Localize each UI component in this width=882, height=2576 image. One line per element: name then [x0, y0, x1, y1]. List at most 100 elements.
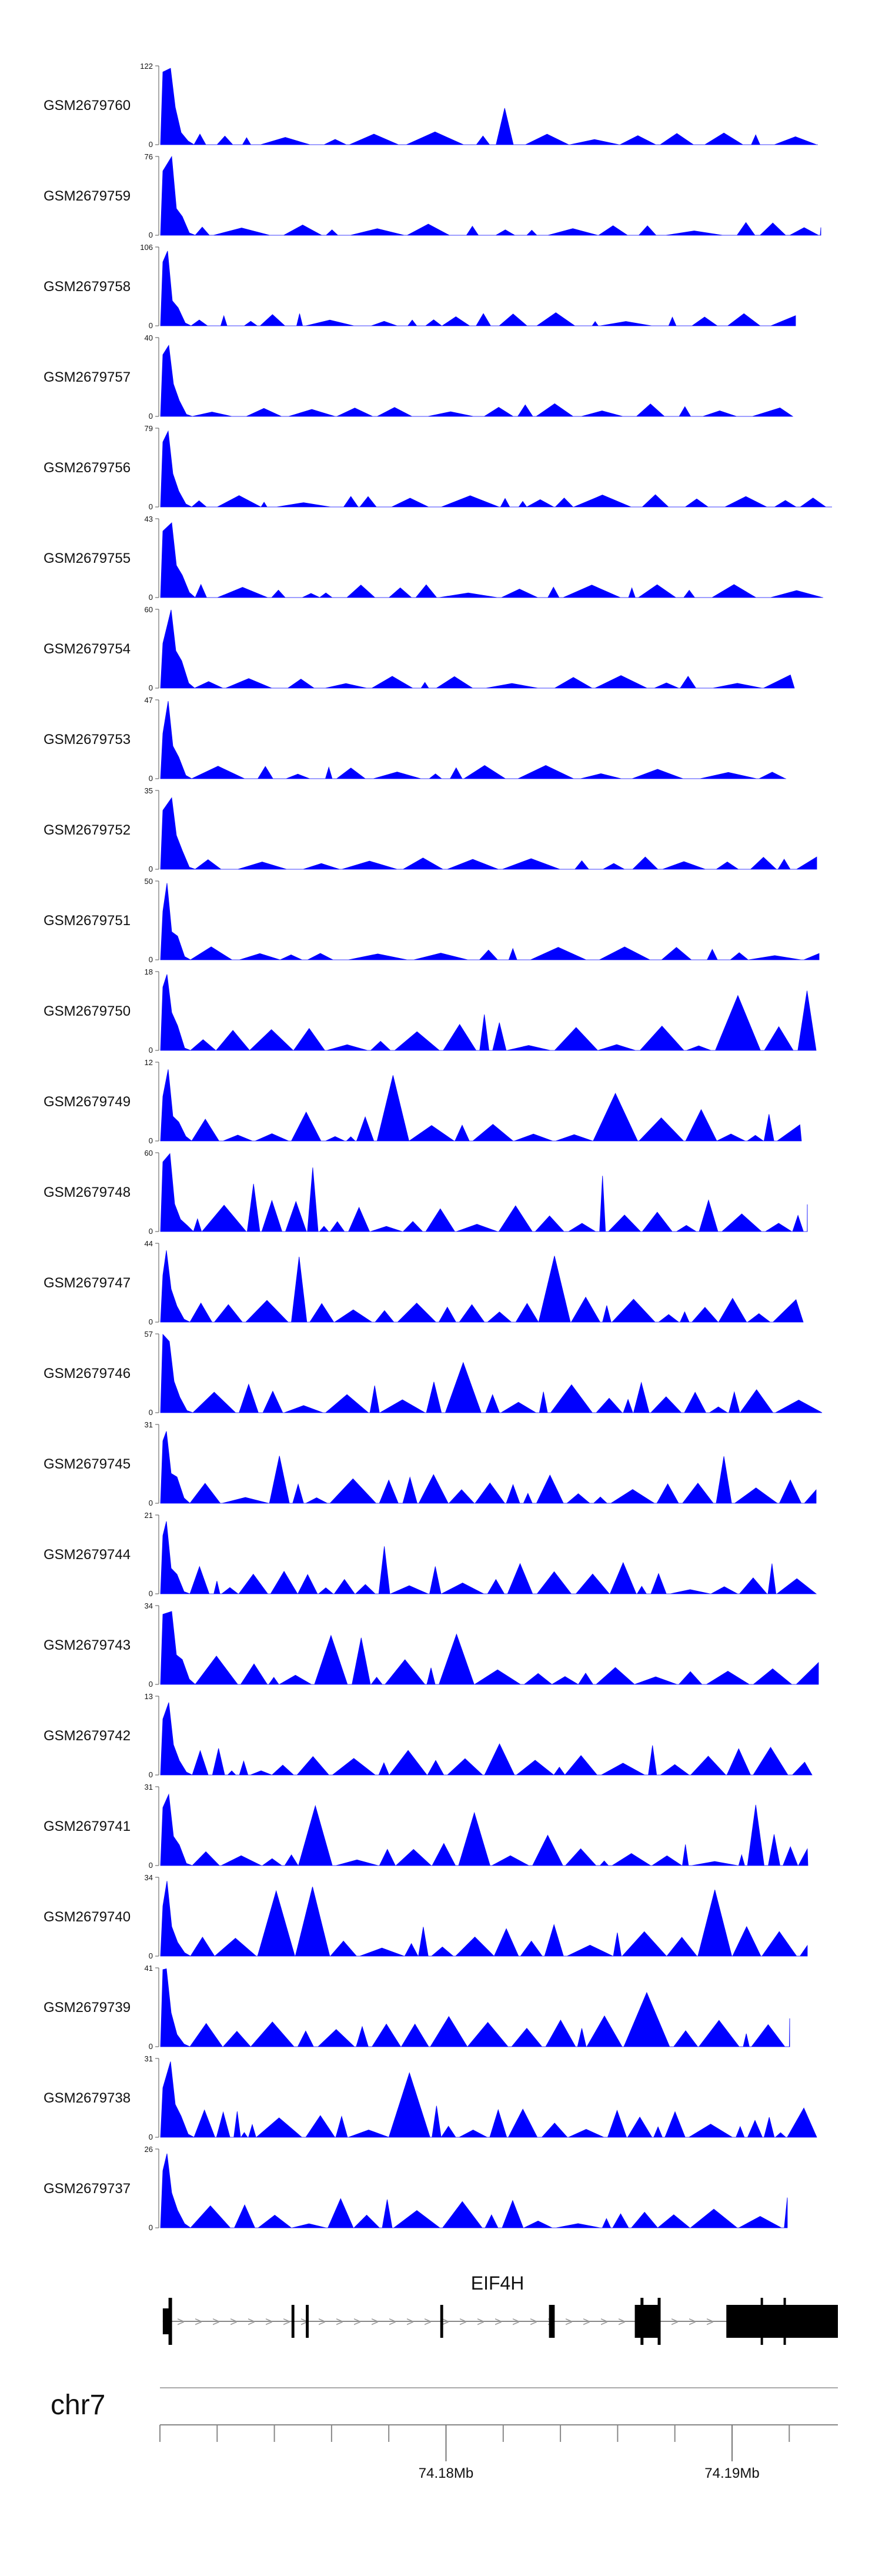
track-label: GSM2679750	[44, 1003, 131, 1019]
y-axis-max-label: 79	[145, 424, 153, 433]
coverage-area	[160, 2153, 788, 2228]
coverage-track: GSM2679744 21 0	[44, 1511, 817, 1598]
y-axis-max-label: 40	[145, 333, 153, 342]
coverage-area	[160, 522, 823, 598]
y-axis-max-label: 34	[145, 1873, 153, 1882]
coverage-area	[160, 251, 796, 326]
intron-direction-arrow: >	[689, 2314, 696, 2329]
y-axis-min-label: 0	[149, 502, 153, 511]
gene-exon-boundary	[760, 2298, 763, 2345]
y-axis-min-label: 0	[149, 955, 153, 964]
intron-direction-arrow: >	[230, 2314, 238, 2329]
coverage-area	[160, 68, 818, 145]
track-label: GSM2679749	[44, 1094, 131, 1110]
gene-exon-boundary	[657, 2298, 661, 2345]
gene-annotation-track: >>>>>>>>>>>>>>>>>>>>>>>>>>>>>>>EIF4H	[162, 2273, 838, 2345]
y-axis-max-label: 13	[145, 1692, 153, 1701]
coverage-track: GSM2679758 106 0	[44, 243, 796, 330]
y-axis-min-label: 0	[149, 1770, 153, 1779]
coverage-area	[160, 1968, 790, 2047]
track-label: GSM2679739	[44, 2000, 131, 2016]
y-axis-max-label: 18	[145, 967, 153, 976]
intron-direction-arrow: >	[495, 2314, 502, 2329]
coverage-track: GSM2679747 44 0	[44, 1239, 804, 1326]
track-label: GSM2679760	[44, 98, 131, 114]
y-axis-min-label: 0	[149, 1499, 153, 1507]
intron-direction-arrow: >	[212, 2314, 220, 2329]
y-axis-max-label: 34	[145, 1601, 153, 1610]
track-label: GSM2679743	[44, 1637, 131, 1653]
coverage-track: GSM2679750 18 0	[44, 967, 817, 1055]
axis-tick-label: 74.19Mb	[704, 2465, 759, 2481]
track-label: GSM2679751	[44, 913, 131, 929]
intron-direction-arrow: >	[618, 2314, 626, 2329]
y-axis-min-label: 0	[149, 1589, 153, 1598]
intron-direction-arrow: >	[477, 2314, 485, 2329]
intron-direction-arrow: >	[512, 2314, 520, 2329]
y-axis-max-label: 35	[145, 786, 153, 795]
gene-exon	[291, 2305, 295, 2338]
y-axis-max-label: 122	[140, 62, 153, 71]
coverage-track: GSM2679753 47 0	[44, 696, 786, 783]
coverage-track: GSM2679755 43 0	[44, 515, 823, 602]
intron-direction-arrow: >	[424, 2314, 432, 2329]
y-axis-max-label: 60	[145, 1149, 153, 1157]
gene-exon-boundary	[783, 2298, 786, 2345]
coverage-area	[160, 1793, 808, 1866]
intron-direction-arrow: >	[248, 2314, 255, 2329]
axis-tick-label: 74.18Mb	[419, 2465, 473, 2481]
coverage-track: GSM2679740 34 0	[44, 1873, 808, 1960]
track-label: GSM2679758	[44, 279, 131, 295]
y-axis-max-label: 12	[145, 1058, 153, 1067]
track-label: GSM2679757	[44, 369, 131, 385]
intron-direction-arrow: >	[671, 2314, 679, 2329]
coverage-area	[160, 430, 832, 508]
coverage-track: GSM2679748 60 0	[44, 1149, 808, 1236]
y-axis-min-label: 0	[149, 231, 153, 239]
coverage-area	[160, 797, 817, 870]
coverage-area	[160, 974, 817, 1051]
y-axis-min-label: 0	[149, 2223, 153, 2232]
y-axis-min-label: 0	[149, 1136, 153, 1145]
coverage-area	[160, 1521, 817, 1594]
track-label: GSM2679738	[44, 2090, 131, 2106]
y-axis-max-label: 21	[145, 1511, 153, 1520]
gene-exon	[726, 2305, 838, 2338]
coverage-area	[160, 2061, 817, 2138]
chromosome-label: chr7	[51, 2390, 105, 2421]
coverage-track: GSM2679754 60 0	[44, 605, 795, 692]
coverage-track: GSM2679743 34 0	[44, 1601, 819, 1689]
y-axis-max-label: 43	[145, 515, 153, 523]
track-label: GSM2679754	[44, 641, 131, 657]
coverage-area	[160, 1611, 819, 1685]
coverage-area	[160, 701, 786, 779]
intron-direction-arrow: >	[530, 2314, 537, 2329]
track-label: GSM2679759	[44, 188, 131, 204]
track-label: GSM2679742	[44, 1728, 131, 1744]
y-axis-min-label: 0	[149, 1408, 153, 1417]
y-axis-min-label: 0	[149, 2042, 153, 2051]
track-label: GSM2679737	[44, 2181, 131, 2197]
gene-exon	[440, 2305, 443, 2338]
track-label: GSM2679755	[44, 550, 131, 566]
intron-direction-arrow: >	[406, 2314, 414, 2329]
track-label: GSM2679744	[44, 1547, 131, 1563]
y-axis-min-label: 0	[149, 321, 153, 330]
coverage-track: GSM2679742 13 0	[44, 1692, 813, 1779]
coverage-track: GSM2679757 40 0	[44, 333, 794, 421]
coverage-area	[160, 609, 795, 689]
coverage-area	[160, 883, 820, 960]
intron-direction-arrow: >	[283, 2314, 290, 2329]
track-label: GSM2679747	[44, 1275, 131, 1291]
y-axis-min-label: 0	[149, 1951, 153, 1960]
track-label: GSM2679752	[44, 822, 131, 838]
genome-axis: chr7 74.18Mb 74.19Mb	[51, 2387, 838, 2481]
y-axis-min-label: 0	[149, 1046, 153, 1055]
y-axis-max-label: 44	[145, 1239, 153, 1248]
coverage-area	[160, 1153, 808, 1232]
track-label: GSM2679745	[44, 1456, 131, 1472]
coverage-area	[160, 345, 794, 417]
coverage-track: GSM2679738 31 0	[44, 2054, 817, 2141]
track-label: GSM2679748	[44, 1184, 131, 1200]
y-axis-max-label: 31	[145, 1783, 153, 1791]
